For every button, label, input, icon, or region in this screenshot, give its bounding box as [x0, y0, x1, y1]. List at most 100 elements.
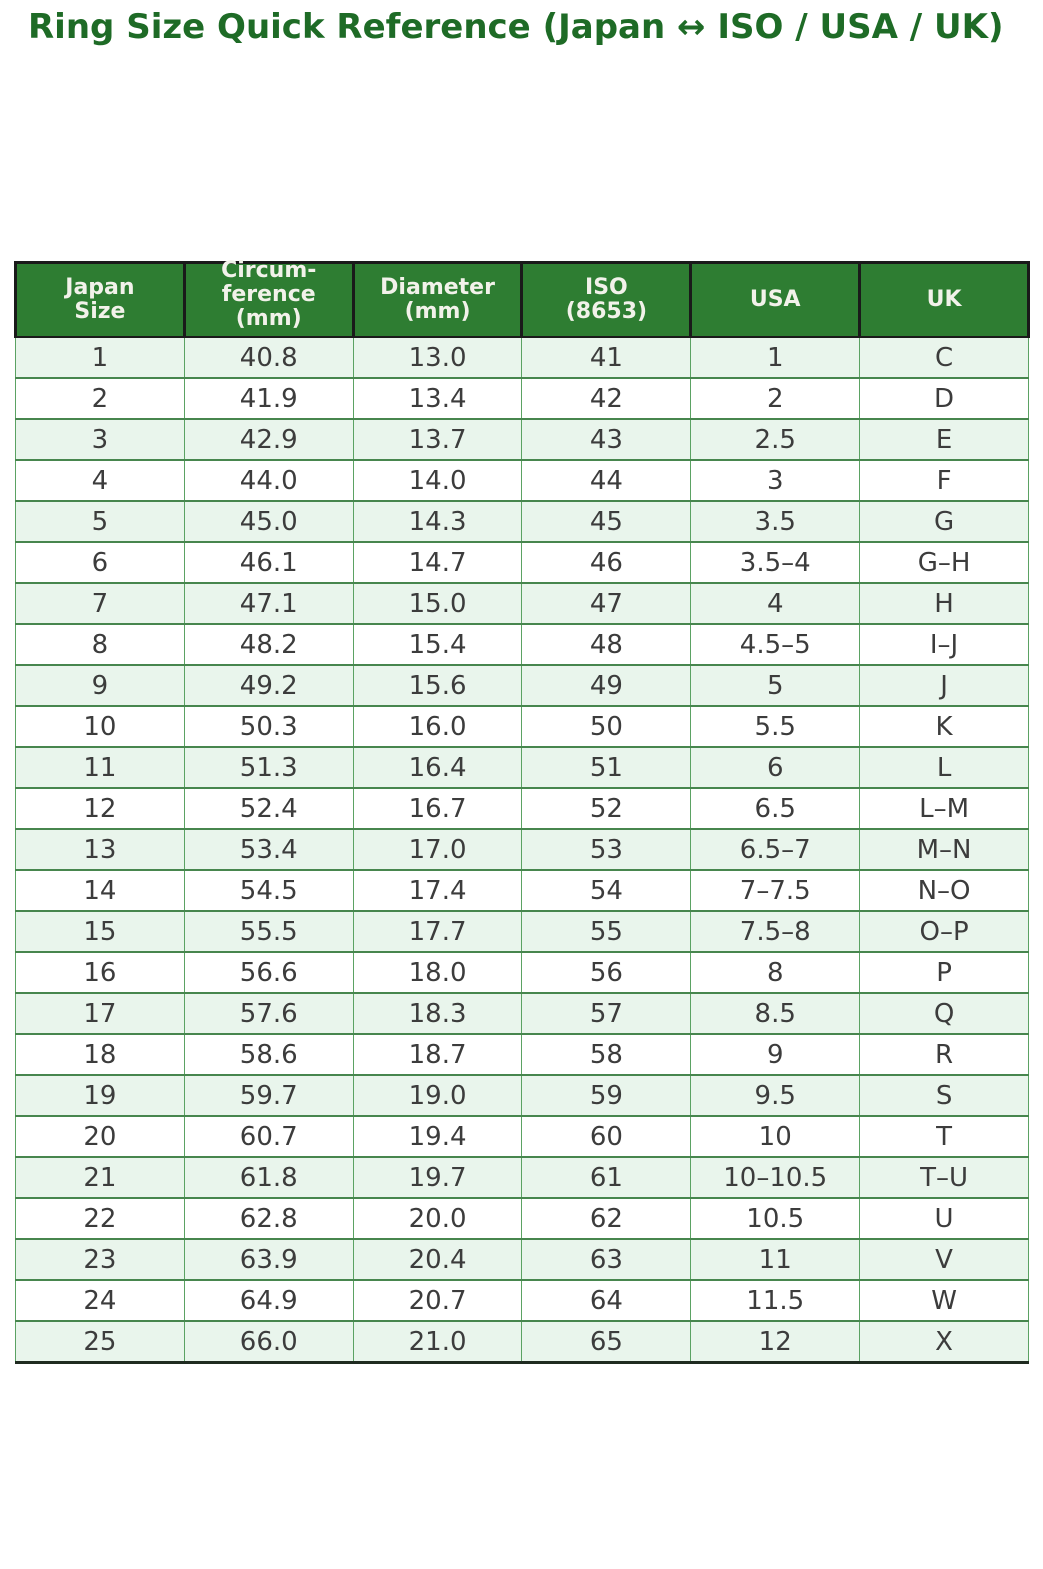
- table-cell: 18: [15, 1033, 185, 1076]
- table-cell: 8.5: [690, 992, 861, 1035]
- table-cell: 61.8: [183, 1156, 354, 1199]
- table-cell: 42: [521, 377, 692, 420]
- table-cell: 48.2: [183, 623, 354, 666]
- table-cell: 49: [521, 664, 692, 707]
- table-cell: 4: [15, 459, 185, 502]
- table-cell: H: [859, 582, 1029, 625]
- table-cell: 17.4: [352, 869, 523, 912]
- table-cell: 58.6: [183, 1033, 354, 1076]
- table-cell: 13.4: [352, 377, 523, 420]
- table-row: 22 62.8 20.0 62 10.5 U: [15, 1197, 1029, 1240]
- table-row: 12 52.4 16.7 52 6.5 L–M: [15, 787, 1029, 830]
- table-cell: 4: [690, 582, 861, 625]
- table-cell: T: [859, 1115, 1029, 1158]
- table-cell: 51.3: [183, 746, 354, 789]
- table-row: 15 55.5 17.7 55 7.5–8 O–P: [15, 910, 1029, 953]
- table-row: 25 66.0 21.0 65 12 X: [15, 1320, 1029, 1364]
- table-cell: W: [859, 1279, 1029, 1322]
- table-body: 1 40.8 13.0 41 1 C 2 41.9 13.4 42 2 D 3 42.9 13.7 43 2.5…: [15, 336, 1029, 1364]
- table-cell: 60: [521, 1115, 692, 1158]
- table-row: 4 44.0 14.0 44 3 F: [15, 459, 1029, 502]
- table-cell: U: [859, 1197, 1029, 1240]
- table-cell: 64.9: [183, 1279, 354, 1322]
- table-cell: 11.5: [690, 1279, 861, 1322]
- table-cell: 8: [690, 951, 861, 994]
- table-cell: 2.5: [690, 418, 861, 461]
- column-header-label: Circum- ference (mm): [221, 258, 317, 331]
- table-cell: 66.0: [183, 1320, 354, 1364]
- table-cell: 48: [521, 623, 692, 666]
- table-cell: 9: [690, 1033, 861, 1076]
- table-cell: 16.0: [352, 705, 523, 748]
- column-header-iso-8653: ISO (8653): [520, 261, 693, 338]
- table-cell: 46.1: [183, 541, 354, 584]
- table-cell: 6.5: [690, 787, 861, 830]
- table-cell: Q: [859, 992, 1029, 1035]
- table-cell: 43: [521, 418, 692, 461]
- table-row: 5 45.0 14.3 45 3.5 G: [15, 500, 1029, 543]
- table-cell: 10.5: [690, 1197, 861, 1240]
- table-cell: 19.7: [352, 1156, 523, 1199]
- table-cell: 55.5: [183, 910, 354, 953]
- table-cell: 23: [15, 1238, 185, 1281]
- table-cell: 47.1: [183, 582, 354, 625]
- table-cell: 22: [15, 1197, 185, 1240]
- table-cell: 24: [15, 1279, 185, 1322]
- table-header: Japan Size Circum- ference (mm) Diameter…: [14, 259, 1030, 338]
- table-cell: 6: [690, 746, 861, 789]
- column-header-usa: USA: [689, 261, 862, 338]
- table-row: 9 49.2 15.6 49 5 J: [15, 664, 1029, 707]
- table-cell: 2: [15, 377, 185, 420]
- table-cell: 10: [690, 1115, 861, 1158]
- column-header-label: UK: [926, 287, 962, 312]
- table-cell: 21: [15, 1156, 185, 1199]
- table-cell: 46: [521, 541, 692, 584]
- table-cell: 59: [521, 1074, 692, 1117]
- table-cell: 16.4: [352, 746, 523, 789]
- table-cell: 51: [521, 746, 692, 789]
- table-cell: 16.7: [352, 787, 523, 830]
- table-cell: 17.7: [352, 910, 523, 953]
- table-cell: 52: [521, 787, 692, 830]
- table-cell: 63: [521, 1238, 692, 1281]
- table-row: 19 59.7 19.0 59 9.5 S: [15, 1074, 1029, 1117]
- table-cell: 53: [521, 828, 692, 871]
- table-cell: 15.0: [352, 582, 523, 625]
- table-cell: 52.4: [183, 787, 354, 830]
- column-header-label: Diameter (mm): [380, 275, 495, 324]
- column-header-japan-size: Japan Size: [14, 261, 186, 338]
- table-cell: T–U: [859, 1156, 1029, 1199]
- table-cell: 7: [15, 582, 185, 625]
- table-cell: 17: [15, 992, 185, 1035]
- ring-size-table: Japan Size Circum- ference (mm) Diameter…: [14, 259, 1030, 1364]
- table-cell: 11: [15, 746, 185, 789]
- table-cell: I–J: [859, 623, 1029, 666]
- table-row: 11 51.3 16.4 51 6 L: [15, 746, 1029, 789]
- table-cell: 54: [521, 869, 692, 912]
- table-cell: 6.5–7: [690, 828, 861, 871]
- table-cell: X: [859, 1320, 1029, 1364]
- table-cell: 42.9: [183, 418, 354, 461]
- table-cell: 44: [521, 459, 692, 502]
- table-cell: 6: [15, 541, 185, 584]
- table-cell: 17.0: [352, 828, 523, 871]
- table-cell: 40.8: [183, 336, 354, 379]
- table-cell: 59.7: [183, 1074, 354, 1117]
- table-cell: E: [859, 418, 1029, 461]
- table-cell: 13.7: [352, 418, 523, 461]
- table-row: 13 53.4 17.0 53 6.5–7 M–N: [15, 828, 1029, 871]
- table-cell: 60.7: [183, 1115, 354, 1158]
- table-row: 20 60.7 19.4 60 10 T: [15, 1115, 1029, 1158]
- table-cell: 20.0: [352, 1197, 523, 1240]
- column-header-label: ISO (8653): [565, 275, 648, 324]
- table-cell: 4.5–5: [690, 623, 861, 666]
- table-cell: 20.4: [352, 1238, 523, 1281]
- table-cell: 7.5–8: [690, 910, 861, 953]
- table-cell: 56: [521, 951, 692, 994]
- table-cell: 57.6: [183, 992, 354, 1035]
- table-cell: 1: [690, 336, 861, 379]
- column-header-label: Japan Size: [65, 275, 135, 324]
- table-cell: F: [859, 459, 1029, 502]
- table-cell: 62.8: [183, 1197, 354, 1240]
- table-cell: 2: [690, 377, 861, 420]
